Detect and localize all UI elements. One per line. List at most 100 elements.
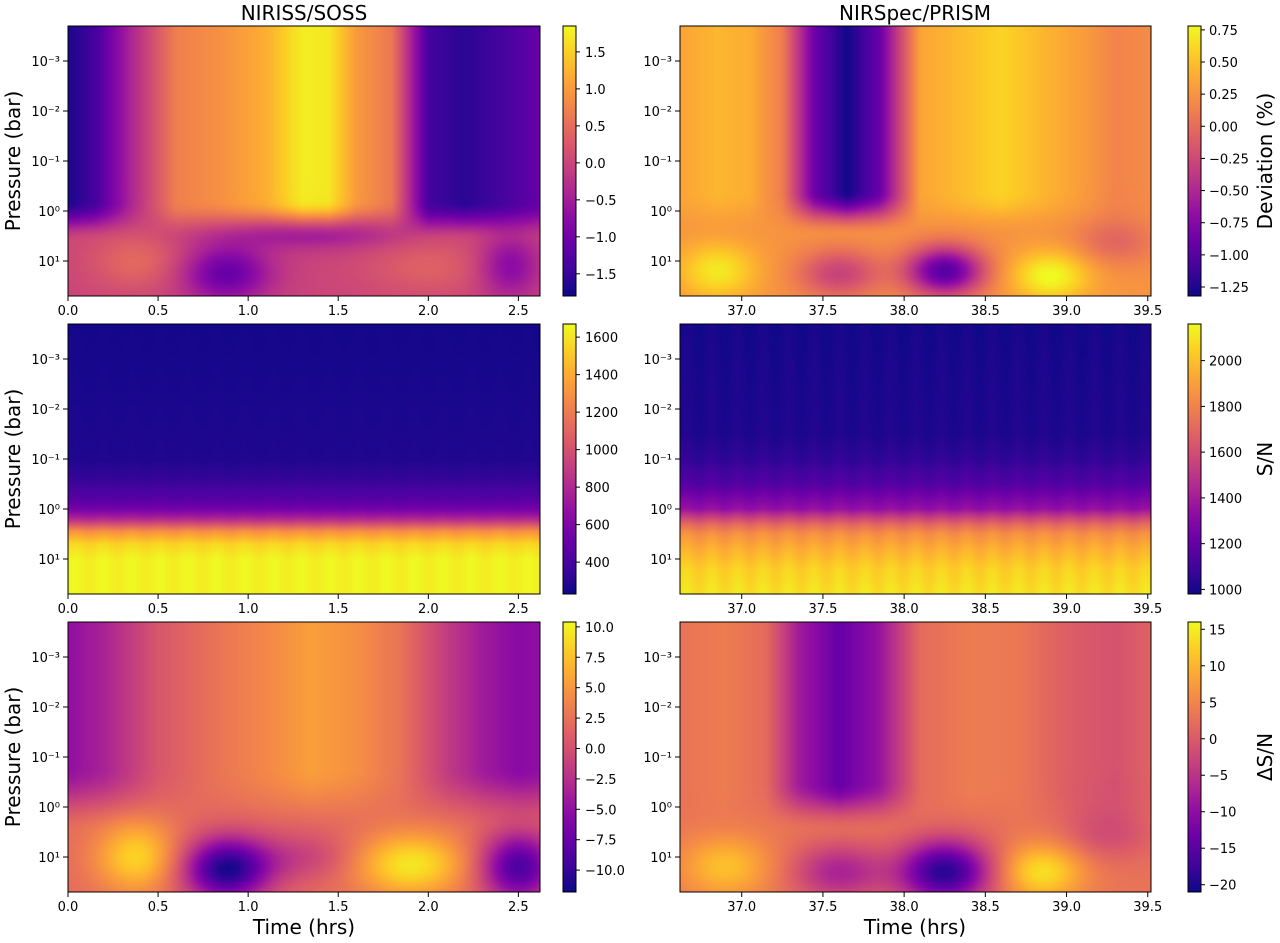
- heatmap-image: [68, 26, 540, 296]
- colorbar-tick-label: −10: [1209, 806, 1236, 821]
- y-tick-label: 10⁻³: [643, 353, 672, 368]
- x-tick-label: 38.0: [890, 900, 919, 915]
- x-tick-label: 38.5: [971, 900, 1000, 915]
- y-tick-label: 10¹: [650, 255, 672, 270]
- y-tick-label: 10⁻²: [31, 701, 60, 716]
- colorbar-tick-label: 0.50: [1209, 56, 1238, 71]
- colorbar-tick-label: 1600: [585, 331, 618, 346]
- x-tick-label: 2.0: [418, 900, 439, 915]
- colorbar-tick-label: 10: [1209, 660, 1226, 675]
- y-tick-label: 10¹: [38, 851, 60, 866]
- colorbar-tick-label: −5: [1209, 769, 1228, 784]
- colorbar-tick-label: 5.0: [585, 682, 606, 697]
- x-tick-label: 2.5: [508, 602, 529, 617]
- y-tick-label: 10⁰: [38, 205, 60, 220]
- colorbar-tick-label: 1600: [1209, 446, 1242, 461]
- colorbar-tick-label: −1.25: [1209, 281, 1249, 296]
- x-tick-label: 37.0: [727, 602, 756, 617]
- colorbar-tick-label: −0.5: [585, 194, 617, 209]
- y-tick-label: 10¹: [38, 255, 60, 270]
- y-tick-label: 10⁻¹: [643, 453, 672, 468]
- colorbar-tick-label: −0.25: [1209, 152, 1249, 167]
- y-tick-label: 10⁻¹: [643, 155, 672, 170]
- x-tick-label: 37.0: [727, 900, 756, 915]
- y-tick-label: 10⁻³: [31, 55, 60, 70]
- heatmap-image: [68, 324, 540, 594]
- colorbar-tick-label: 0.0: [585, 157, 606, 172]
- heatmap-panel: 37.0 37.5 38.0 38.5 39.0 39.5 10⁻³ 10⁻² 10⁻¹ 10⁰ 1…: [643, 24, 1248, 319]
- colorbar: [562, 323, 577, 595]
- x-tick-label: 39.0: [1052, 602, 1081, 617]
- colorbar-tick-label: 1.0: [585, 83, 606, 98]
- colorbar-tick-label: 5: [1209, 696, 1217, 711]
- x-tick-label: 1.5: [328, 900, 349, 915]
- colorbar-tick-label: −7.5: [585, 834, 617, 849]
- colorbar-tick-label: 1.5: [585, 46, 606, 61]
- x-tick-label: 0.5: [148, 602, 169, 617]
- y-tick-label: 10⁻²: [31, 105, 60, 120]
- colorbar-tick-label: 2000: [1209, 355, 1242, 370]
- y-tick-label: 10⁻¹: [31, 453, 60, 468]
- colorbar-tick-label: 1800: [1209, 400, 1242, 415]
- x-tick-label: 1.0: [238, 304, 259, 319]
- colorbar-tick-label: 1200: [1209, 538, 1242, 553]
- column-title-left: NIRISS/SOSS: [241, 1, 368, 25]
- ylabel-row-3: Pressure (bar): [1, 687, 25, 828]
- x-tick-label: 38.0: [890, 304, 919, 319]
- colorbar-tick-label: 2.5: [585, 712, 606, 727]
- y-tick-label: 10⁻³: [643, 55, 672, 70]
- y-tick-label: 10⁻²: [643, 105, 672, 120]
- heatmap-image: [680, 324, 1151, 594]
- y-tick-label: 10⁻³: [31, 651, 60, 666]
- x-tick-label: 1.0: [238, 602, 259, 617]
- x-tick-label: 38.0: [890, 602, 919, 617]
- y-tick-label: 10⁰: [38, 801, 60, 816]
- colorbar-tick-label: −15: [1209, 842, 1236, 857]
- x-tick-label: 37.0: [727, 304, 756, 319]
- colorbar-tick-label: 0.5: [585, 120, 606, 135]
- colorbar-tick-label: 10.0: [585, 621, 614, 636]
- x-tick-label: 39.0: [1052, 900, 1081, 915]
- colorbar-tick-label: −1.5: [585, 268, 617, 283]
- colorbar: [562, 621, 577, 893]
- colorbar-label-deviation: Deviation (%): [1253, 93, 1277, 230]
- x-tick-label: 39.5: [1133, 304, 1162, 319]
- x-tick-label: 2.5: [508, 900, 529, 915]
- x-tick-label: 38.5: [971, 602, 1000, 617]
- colorbar-tick-label: 0.75: [1209, 24, 1238, 39]
- x-tick-label: 2.5: [508, 304, 529, 319]
- colorbar-tick-label: 1200: [585, 406, 618, 421]
- x-tick-label: 38.5: [971, 304, 1000, 319]
- colorbar-tick-label: −20: [1209, 879, 1236, 894]
- y-tick-label: 10¹: [38, 553, 60, 568]
- x-tick-label: 39.0: [1052, 304, 1081, 319]
- colorbar-tick-label: −0.75: [1209, 217, 1249, 232]
- colorbar: [1187, 621, 1202, 893]
- colorbar-label-sn: S/N: [1253, 442, 1277, 476]
- y-tick-label: 10¹: [650, 851, 672, 866]
- y-tick-label: 10⁰: [650, 801, 672, 816]
- colorbar: [562, 25, 577, 297]
- x-tick-label: 37.5: [808, 304, 837, 319]
- colorbar-tick-label: 800: [585, 481, 610, 496]
- xlabel-right: Time (hrs): [863, 915, 966, 939]
- x-tick-label: 39.5: [1133, 900, 1162, 915]
- colorbar-tick-label: 400: [585, 556, 610, 571]
- x-tick-label: 1.5: [328, 602, 349, 617]
- y-tick-label: 10⁻¹: [31, 751, 60, 766]
- colorbar-tick-label: 1000: [585, 444, 618, 459]
- y-tick-label: 10⁻³: [643, 651, 672, 666]
- y-tick-label: 10⁰: [650, 503, 672, 518]
- xlabel-left: Time (hrs): [252, 915, 355, 939]
- heatmap-panel: 0.0 0.5 1.0 1.5 2.0 2.5 10⁻³ 10⁻² 10⁻¹ 10⁰ 10¹ 400 6…: [31, 323, 618, 617]
- y-tick-label: 10⁻²: [31, 403, 60, 418]
- y-tick-label: 10⁰: [650, 205, 672, 220]
- colorbar: [1187, 323, 1202, 595]
- x-tick-label: 0.0: [58, 602, 79, 617]
- x-tick-label: 1.0: [238, 900, 259, 915]
- column-title-right: NIRSpec/PRISM: [839, 1, 991, 25]
- colorbar-tick-label: 7.5: [585, 651, 606, 666]
- heatmap-panel: 0.0 0.5 1.0 1.5 2.0 2.5 10⁻³ 10⁻² 10⁻¹ 10⁰ 10¹ −1.5…: [31, 25, 617, 319]
- ylabel-row-1: Pressure (bar): [1, 91, 25, 232]
